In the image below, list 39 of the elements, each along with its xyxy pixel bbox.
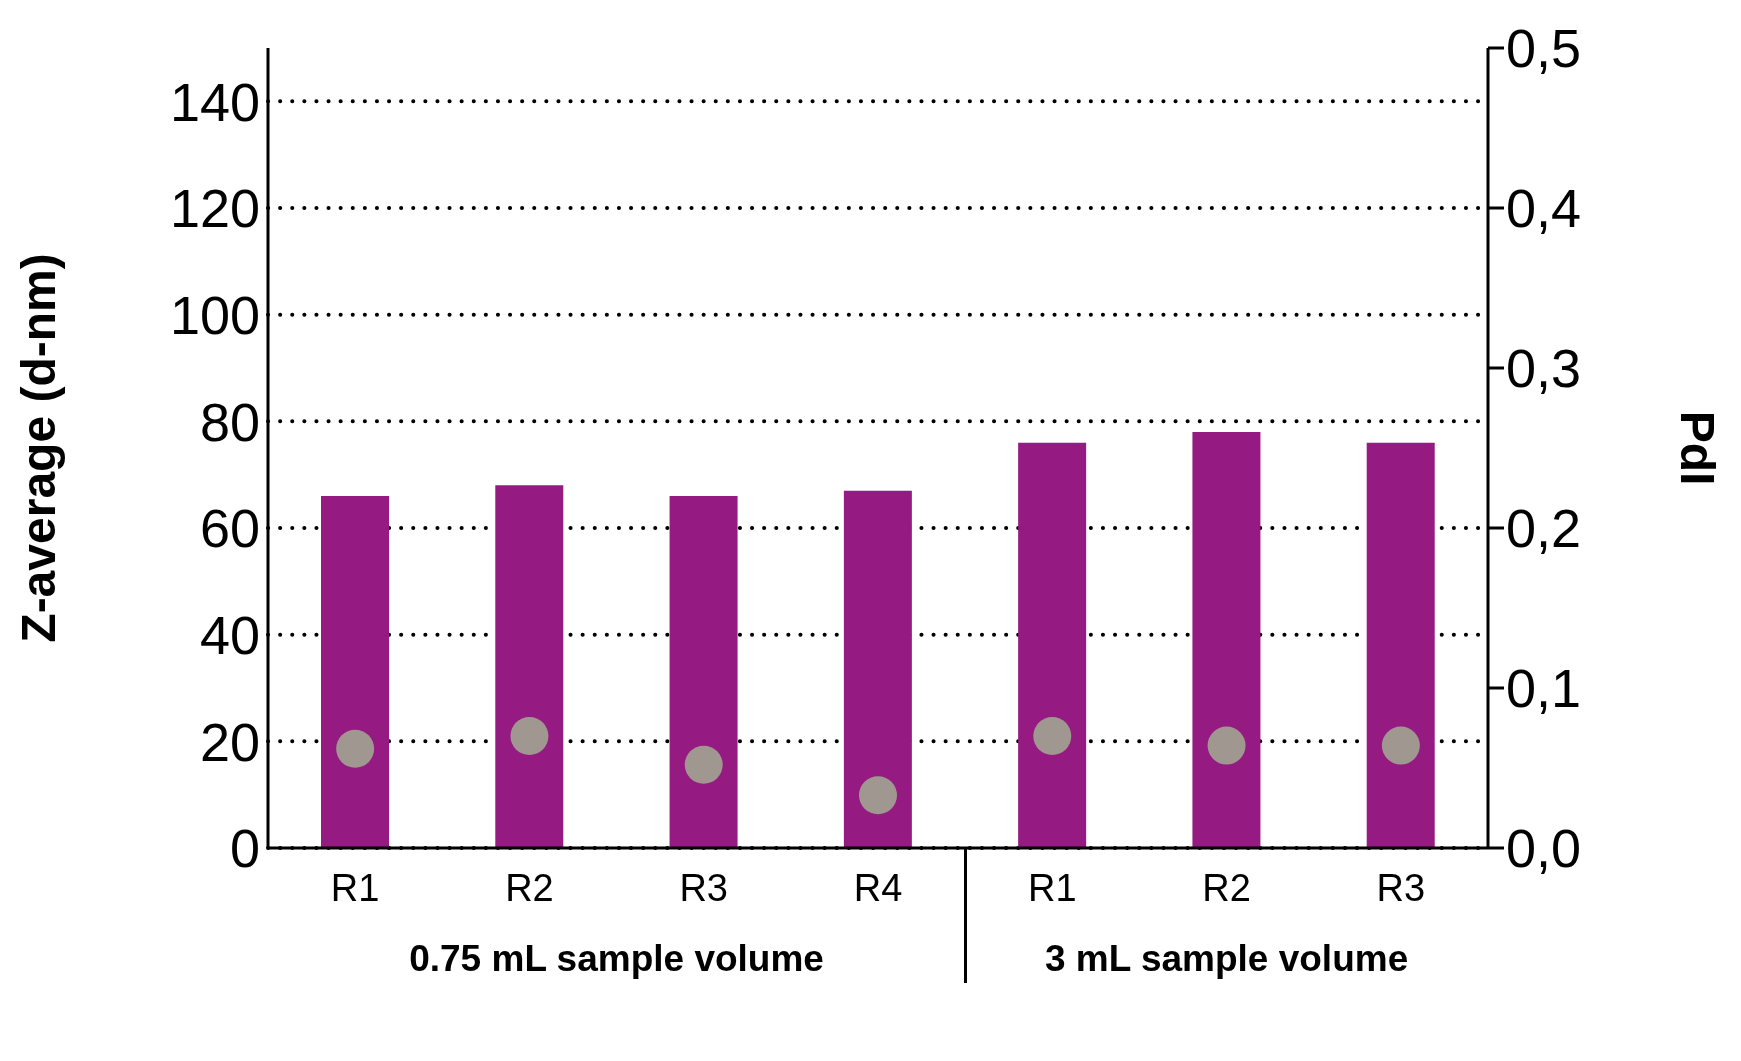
y2-tick-label: 0,1 — [1506, 658, 1582, 719]
bar — [495, 485, 564, 848]
point — [1381, 726, 1420, 765]
point — [1033, 717, 1072, 755]
y2-tick-label: 0,2 — [1506, 498, 1582, 559]
y-tick-label: 120 — [169, 178, 260, 239]
y-axis-title: Z-average (d-nm) — [12, 253, 66, 643]
x-tick-label: R1 — [1028, 866, 1077, 909]
x-tick-label: R4 — [853, 866, 903, 909]
y2-tick-label: 0,5 — [1506, 18, 1582, 79]
y-tick-label: 80 — [199, 391, 260, 452]
y2-axis-title: PdI — [1670, 410, 1724, 486]
x-tick-label: R1 — [330, 866, 380, 909]
y-tick-label: 100 — [169, 284, 260, 345]
y-tick-label: 140 — [169, 71, 260, 132]
y2-tick-label: 0,4 — [1506, 178, 1582, 239]
bar — [1192, 432, 1261, 848]
y2-tick-label: 0,3 — [1506, 338, 1582, 399]
point — [684, 745, 723, 784]
bar — [669, 496, 738, 848]
point — [1207, 726, 1246, 765]
bar — [1366, 442, 1435, 848]
point — [336, 729, 375, 768]
text: 0.75 mL sample volume — [408, 938, 825, 980]
bar — [843, 490, 912, 848]
y-tick-label: 60 — [199, 498, 260, 559]
y-tick-label: 20 — [199, 711, 260, 772]
point — [510, 717, 549, 755]
bar — [1018, 442, 1087, 848]
text: 3 mL sample volume — [1043, 938, 1410, 980]
x-tick-label: R3 — [1376, 866, 1426, 909]
bar — [321, 496, 389, 848]
y-tick-label: 0 — [229, 818, 260, 879]
x-tick-label: R2 — [1202, 866, 1251, 909]
y2-tick-label: 0,0 — [1506, 818, 1582, 879]
point — [859, 776, 897, 815]
x-tick-label: R3 — [679, 866, 728, 909]
x-tick-label: R2 — [505, 866, 554, 909]
y-tick-label: 40 — [199, 604, 260, 665]
